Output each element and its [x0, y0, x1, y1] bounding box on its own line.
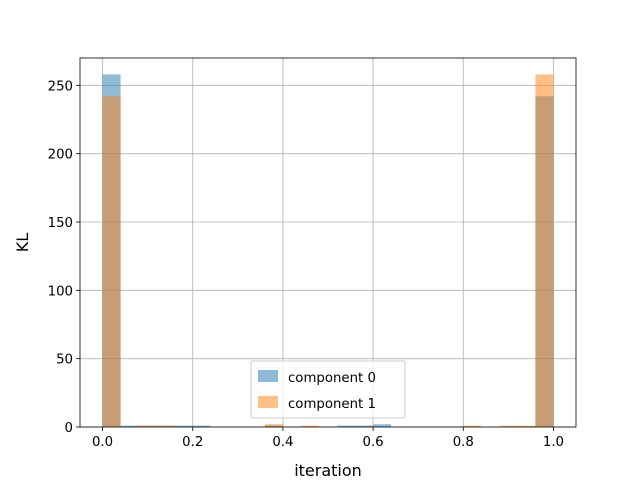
bar-component-1 — [138, 425, 157, 427]
bar-component-0 — [174, 425, 193, 427]
x-axis-label: iteration — [294, 461, 362, 480]
bar-component-0 — [373, 424, 392, 427]
x-tick-label: 0.0 — [92, 435, 113, 450]
bar-component-1 — [264, 424, 283, 427]
bar-component-1 — [463, 425, 482, 427]
y-axis-label: KL — [13, 233, 32, 252]
y-axis-ticks: 0 50 100 150 200 250 — [48, 79, 80, 436]
legend-swatch-component-0 — [258, 370, 278, 382]
x-tick-label: 0.4 — [272, 435, 293, 450]
legend-box — [250, 360, 406, 419]
bar-component-0 — [355, 425, 374, 427]
legend: component 0 component 1 — [250, 360, 406, 419]
bar-component-1 — [156, 425, 175, 427]
x-axis-ticks: 0.0 0.2 0.4 0.6 0.8 1.0 — [92, 427, 564, 450]
legend-label-component-1: component 1 — [288, 397, 376, 412]
y-tick-label: 0 — [65, 421, 73, 436]
bar-component-1 — [499, 425, 518, 427]
x-tick-label: 0.8 — [453, 435, 474, 450]
x-tick-label: 0.6 — [363, 435, 384, 450]
y-tick-label: 250 — [48, 79, 73, 94]
y-tick-label: 100 — [48, 284, 73, 299]
bar-component-0 — [192, 425, 211, 427]
bar-component-0 — [337, 425, 356, 427]
x-tick-label: 0.2 — [182, 435, 203, 450]
y-tick-label: 200 — [48, 148, 73, 163]
y-tick-label: 50 — [56, 353, 73, 368]
x-tick-label: 1.0 — [543, 435, 564, 450]
histogram-bars — [102, 74, 554, 428]
bar-component-1 — [535, 74, 554, 428]
y-tick-label: 150 — [48, 216, 73, 231]
bar-component-0 — [120, 425, 139, 427]
bar-component-1 — [300, 425, 319, 427]
bar-component-1 — [517, 425, 536, 427]
legend-label-component-0: component 0 — [288, 371, 376, 386]
bar-component-1 — [102, 96, 121, 428]
legend-swatch-component-1 — [258, 396, 278, 408]
plot-frame — [79, 57, 577, 428]
